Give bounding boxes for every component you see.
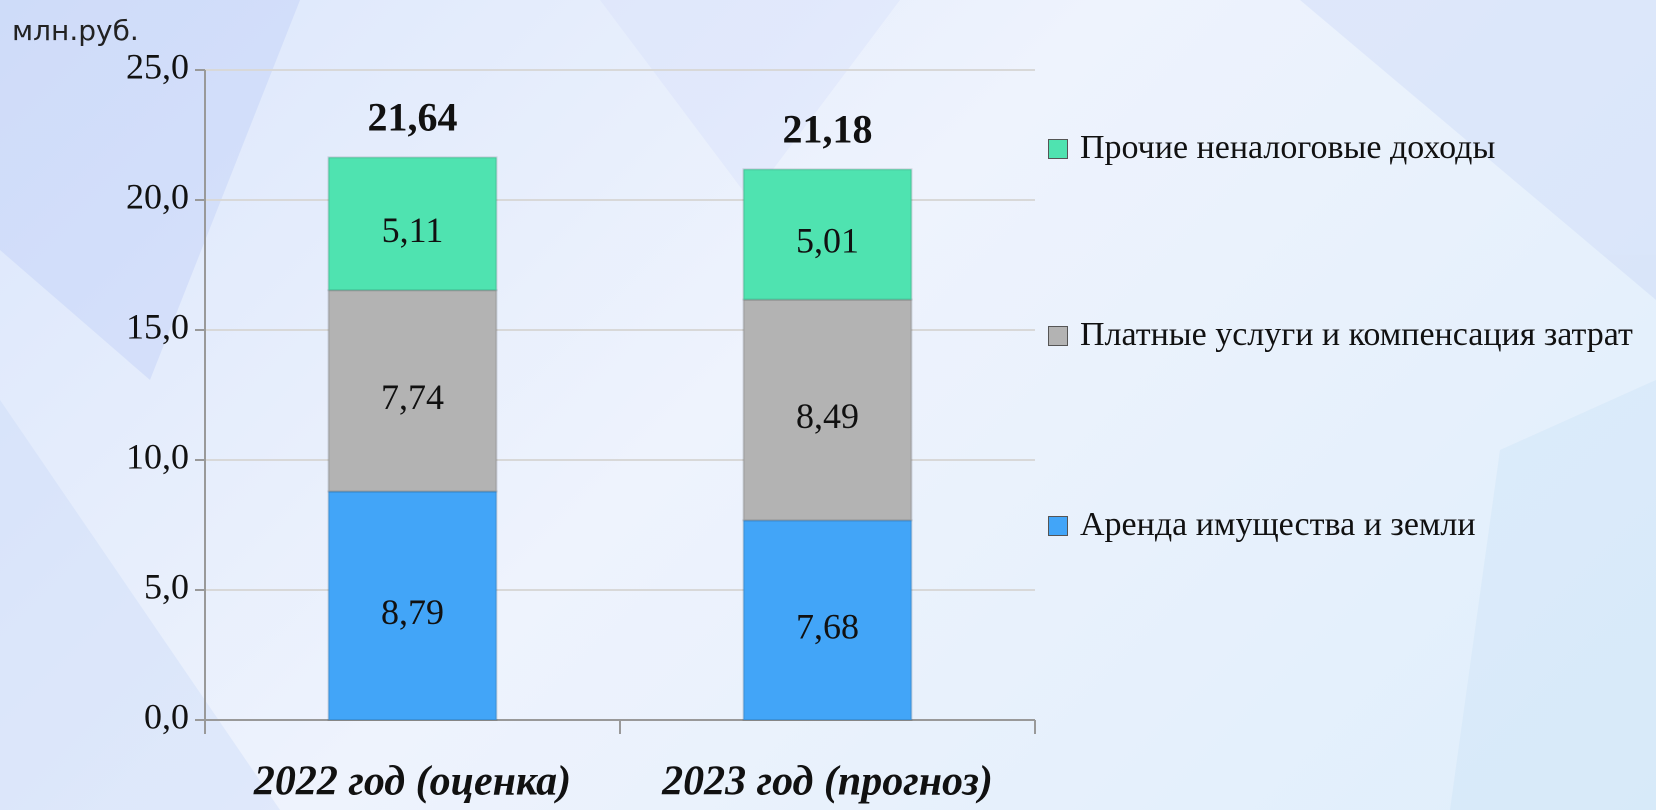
y-tick-label: 20,0 bbox=[126, 176, 189, 216]
x-tick-label: 2022 год (оценка) bbox=[253, 759, 571, 805]
x-tick-label: 2023 год (прогноз) bbox=[661, 759, 993, 805]
bar-segment bbox=[327, 490, 498, 721]
y-tick-label: 0,0 bbox=[144, 696, 189, 736]
bar-segment bbox=[327, 289, 498, 493]
bar-segment bbox=[327, 156, 498, 292]
bar-segment bbox=[742, 519, 913, 721]
y-tick-label: 10,0 bbox=[126, 436, 189, 476]
y-tick-label: 25,0 bbox=[126, 46, 189, 86]
total-label: 21,64 bbox=[368, 95, 458, 140]
y-tick-label: 5,0 bbox=[144, 566, 189, 606]
y-tick-label: 15,0 bbox=[126, 306, 189, 346]
data-label: 8,49 bbox=[796, 396, 859, 436]
data-label: 7,74 bbox=[381, 377, 444, 417]
legend-item: Платные услуги и компенсация затрат bbox=[1048, 315, 1648, 355]
legend-label: Аренда имущества и земли bbox=[1080, 506, 1476, 543]
data-label: 7,68 bbox=[796, 606, 859, 646]
legend-item: Аренда имущества и земли bbox=[1048, 505, 1648, 545]
unit-label: млн.руб. bbox=[12, 14, 139, 47]
legend-swatch bbox=[1048, 326, 1068, 346]
bar-segment bbox=[742, 168, 913, 301]
legend-swatch bbox=[1048, 516, 1068, 536]
data-label: 5,01 bbox=[796, 221, 859, 261]
legend-label: Прочие неналоговые доходы bbox=[1080, 129, 1496, 166]
data-label: 8,79 bbox=[381, 592, 444, 632]
data-label: 5,11 bbox=[382, 210, 444, 250]
legend-swatch bbox=[1048, 139, 1068, 159]
legend-item: Прочие неналоговые доходы bbox=[1048, 128, 1648, 168]
total-label: 21,18 bbox=[783, 106, 873, 151]
legend-label: Платные услуги и компенсация затрат bbox=[1080, 316, 1633, 353]
